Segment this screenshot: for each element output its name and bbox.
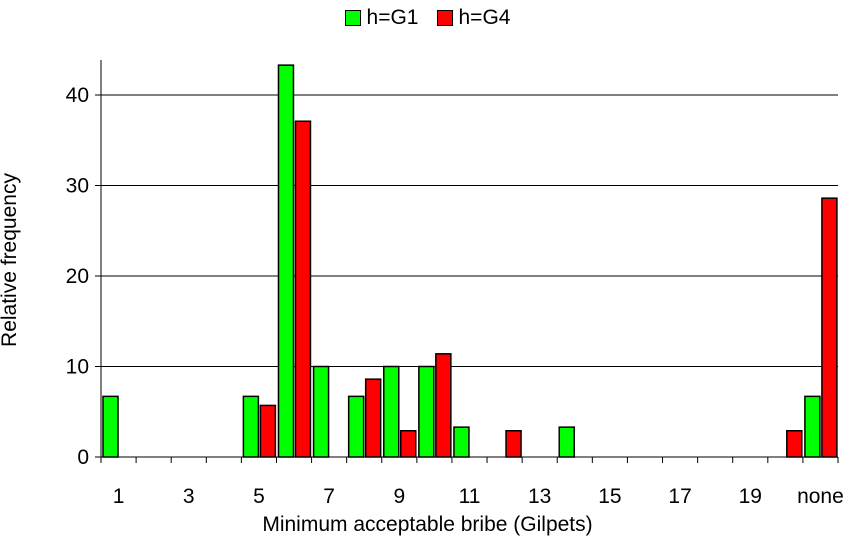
legend-label-g1: h=G1 — [366, 6, 419, 29]
y-tick-label: 40 — [66, 84, 89, 107]
legend: h=G1 h=G4 — [0, 6, 855, 30]
legend-swatch-g1 — [344, 10, 361, 26]
x-tick-label: 17 — [668, 485, 691, 508]
x-tick-label: 9 — [393, 485, 405, 508]
x-tick-label: 15 — [598, 485, 621, 508]
legend-swatch-g4 — [436, 10, 453, 26]
bar-h-g4-6 — [294, 120, 312, 458]
bar-h-g1-14 — [558, 426, 575, 458]
bar-h-g4-10 — [435, 353, 452, 458]
legend-item-g1: h=G1 — [344, 6, 419, 30]
bar-h-g4-12 — [505, 430, 522, 458]
x-tick-label: 5 — [253, 485, 265, 508]
x-tick-label: 3 — [183, 485, 195, 508]
bar-h-g1-11 — [453, 426, 470, 458]
y-tick-label: 0 — [77, 446, 89, 469]
x-tick-label: none — [797, 485, 844, 508]
legend-label-g4: h=G4 — [458, 6, 511, 29]
bar-h-g4-5 — [259, 404, 277, 458]
bar-h-g1-10 — [418, 365, 435, 458]
bar-h-g1-5 — [242, 395, 260, 458]
x-tick-label: 13 — [528, 485, 551, 508]
x-tick-label: 19 — [739, 485, 762, 508]
bar-h-g1-none — [804, 395, 821, 458]
y-tick-label: 30 — [66, 175, 89, 198]
bar-h-g1-7 — [312, 365, 330, 458]
bar-h-g1-9 — [383, 365, 400, 458]
x-axis-title: Minimum acceptable bribe (Gilpets) — [262, 513, 593, 536]
bar-h-g4-20 — [786, 430, 803, 458]
y-tick-label: 20 — [66, 265, 89, 288]
x-tick-label: 7 — [323, 485, 335, 508]
x-tick-label: 1 — [113, 485, 125, 508]
y-axis-title: Relative frequency — [0, 173, 21, 347]
bar-h-g4-9 — [400, 430, 417, 458]
legend-item-g4: h=G4 — [436, 6, 511, 30]
bar-h-g1-6 — [277, 64, 295, 458]
bar-h-g4-8 — [364, 378, 382, 458]
x-tick-label: 11 — [459, 485, 481, 508]
y-tick-label: 10 — [66, 356, 89, 379]
bar-h-g4-none — [821, 197, 838, 458]
bar-h-g1-1 — [102, 395, 119, 458]
bar-h-g1-8 — [347, 395, 365, 458]
